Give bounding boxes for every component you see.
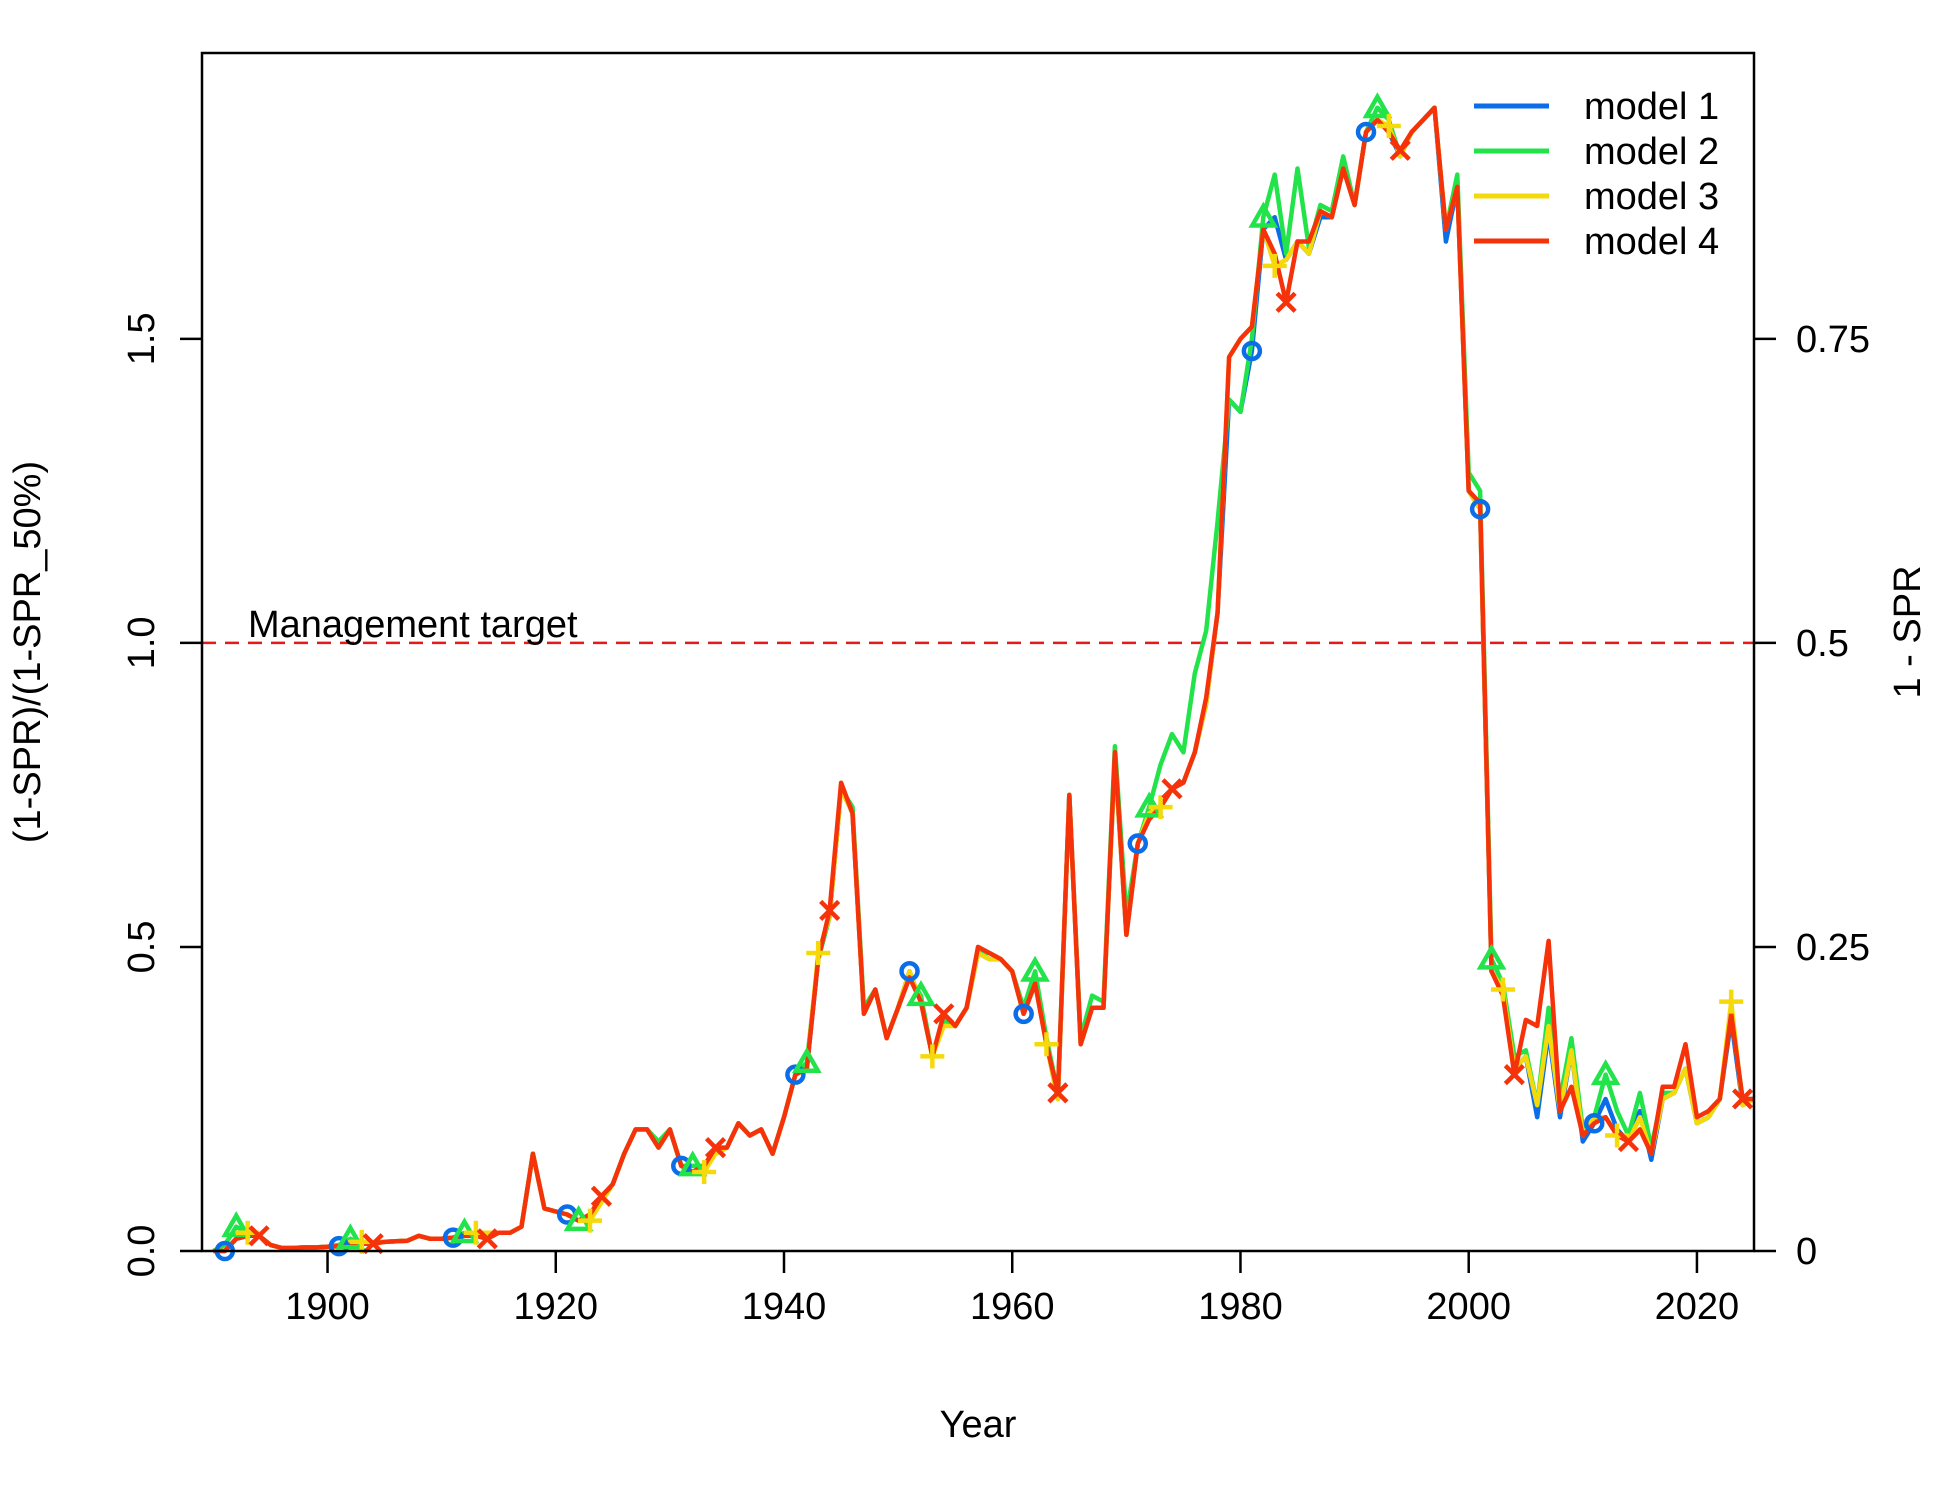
point-marker-model-4 [476,1228,498,1250]
point-marker-model-4 [590,1185,613,1207]
point-marker-model-1 [442,1227,464,1248]
point-marker-model-3 [1262,253,1287,278]
management-target-label: Management target [248,604,578,646]
x-tick-label: 2020 [1655,1286,1740,1328]
series-line-model-2 [212,105,1754,1253]
point-marker-model-3 [1490,977,1515,1002]
point-marker-model-4 [1275,291,1297,313]
point-marker-model-1 [785,1064,806,1085]
point-marker-model-4 [248,1225,270,1247]
x-tick-label: 2000 [1426,1286,1511,1328]
y-tick-label: 0.0 [121,1225,163,1278]
point-marker-model-3 [692,1159,717,1184]
point-marker-model-4 [704,1137,727,1159]
point-marker-model-1 [1355,121,1377,143]
y-tick-label: 0.5 [121,921,163,974]
legend-label-model-2: model 2 [1584,131,1719,173]
point-marker-model-2 [1020,955,1050,982]
point-marker-model-1 [1241,340,1263,362]
point-marker-model-2 [1248,201,1279,228]
point-marker-model-2 [1362,92,1393,119]
plot-frame [200,51,1756,1253]
point-marker-model-4 [1047,1082,1069,1104]
right-y-tick-label: 0.5 [1796,623,1849,665]
point-marker-model-2 [906,980,936,1007]
point-marker-model-2 [1590,1059,1621,1086]
right-axis-label: 1 - SPR [1887,565,1929,698]
y-axis-label: (1-SPR)/(1-SPR_50%) [7,461,49,843]
point-marker-model-4 [1503,1064,1525,1086]
point-marker-model-1 [1013,1003,1034,1025]
point-marker-model-3 [1148,795,1173,820]
x-tick-label: 1900 [285,1286,370,1328]
y-tick-label: 1.0 [121,616,163,669]
point-marker-model-4 [1389,139,1411,161]
point-marker-model-1 [1469,498,1491,520]
point-marker-model-3 [1719,989,1744,1014]
legend-label-model-3: model 3 [1584,176,1719,218]
series-line-model-4 [213,105,1754,1254]
right-y-tick-label: 0.75 [1796,319,1870,361]
x-tick-label: 1940 [742,1286,827,1328]
point-marker-model-2 [1476,943,1507,970]
point-marker-model-3 [578,1208,602,1233]
point-marker-model-4 [1161,778,1183,800]
point-marker-model-4 [1617,1130,1640,1153]
y-tick-label: 1.5 [121,312,163,365]
point-marker-model-2 [335,1223,366,1250]
point-marker-model-4 [819,899,841,922]
x-axis-label: Year [940,1404,1017,1446]
point-marker-model-3 [920,1044,945,1069]
point-marker-model-2 [791,1046,822,1073]
point-marker-model-3 [1376,113,1401,138]
legend-label-model-1: model 1 [1584,86,1719,128]
x-tick-label: 1980 [1198,1286,1283,1328]
point-marker-model-3 [1034,1032,1059,1057]
series-line-model-1 [213,105,1756,1254]
point-marker-model-4 [1731,1088,1754,1110]
point-marker-model-1 [1583,1113,1605,1134]
legend-label-model-4: model 4 [1584,221,1719,263]
point-marker-model-3 [806,941,831,966]
point-marker-model-4 [933,1003,955,1025]
right-y-tick-label: 0 [1796,1231,1817,1273]
point-marker-model-4 [362,1233,384,1255]
right-y-tick-label: 0.25 [1796,927,1870,969]
point-marker-model-1 [1127,833,1149,854]
point-marker-model-1 [899,961,920,982]
series-line-model-3 [213,105,1756,1254]
x-tick-label: 1920 [513,1286,598,1328]
x-tick-label: 1960 [970,1286,1055,1328]
